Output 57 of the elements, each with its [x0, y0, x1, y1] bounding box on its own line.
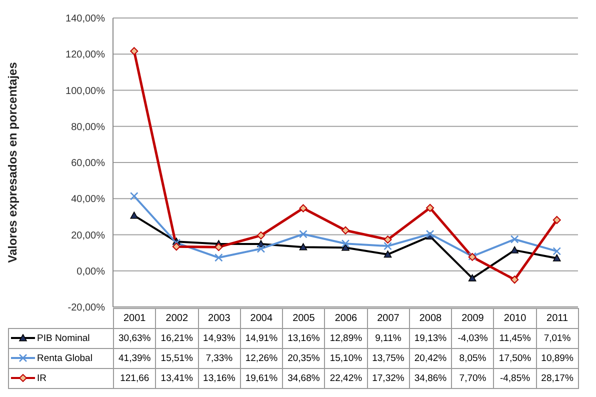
data-label: 17,50% [494, 348, 536, 368]
legend-label: Renta Global [37, 353, 92, 364]
data-label: 7,33% [198, 348, 240, 368]
x-tick-label: 2002 [156, 308, 198, 328]
data-label: 7,01% [536, 328, 578, 348]
y-tick-label: 120,00% [66, 50, 106, 61]
data-label: -4,03% [452, 328, 494, 348]
data-label: 12,26% [240, 348, 283, 368]
y-tick-label: 60,00% [71, 158, 106, 170]
data-label: 10,89% [536, 348, 578, 368]
x-tick-label: 2006 [324, 308, 368, 328]
data-label: 30,63% [114, 328, 156, 348]
data-label: 17,32% [367, 368, 410, 388]
data-label: 14,93% [198, 328, 240, 348]
data-label: 15,10% [324, 348, 368, 368]
x-tick-label: 2008 [409, 308, 452, 328]
data-label: 13,75% [367, 348, 410, 368]
y-tick-label: -20,00% [68, 302, 106, 314]
data-label: 34,86% [409, 368, 452, 388]
x-tick-label: 2003 [198, 308, 240, 328]
data-label: 20,42% [409, 348, 452, 368]
data-label: 19,61% [240, 368, 283, 388]
y-tick-label: 80,00% [71, 122, 106, 133]
data-label: 15,51% [156, 348, 198, 368]
y-tick-label: 40,00% [71, 194, 106, 206]
y-axis-title: Valores expresados en porcentajes [5, 62, 20, 263]
data-label: 41,39% [114, 348, 156, 368]
x-tick-label: 2004 [240, 308, 283, 328]
data-label: 19,13% [409, 328, 452, 348]
legend-label: PIB Nominal [37, 333, 90, 344]
data-label: 34,68% [282, 368, 325, 388]
legend-label: IR [37, 373, 46, 384]
y-tick-label: 20,00% [71, 230, 106, 242]
data-label: -4,85% [494, 368, 536, 388]
data-label: 14,91% [240, 328, 283, 348]
data-label: 13,16% [282, 328, 325, 348]
y-tick-label: 0,00% [76, 266, 106, 278]
data-label: 121,66 [114, 368, 156, 388]
x-tick-label: 2009 [452, 308, 494, 328]
data-label: 8,05% [452, 348, 494, 368]
data-label: 7,70% [452, 368, 494, 388]
data-label: 28,17% [536, 368, 578, 388]
y-tick-label: 140,00% [66, 14, 106, 25]
data-label: 16,21% [156, 328, 198, 348]
data-label: 22,42% [324, 368, 368, 388]
data-label: 13,41% [156, 368, 198, 388]
data-label: 20,35% [282, 348, 325, 368]
data-label: 13,16% [198, 368, 240, 388]
data-label: 11,45% [494, 328, 536, 348]
x-tick-label: 2010 [494, 308, 536, 328]
data-label: 12,89% [324, 328, 368, 348]
x-tick-label: 2011 [536, 308, 578, 328]
y-tick-label: 100,00% [66, 86, 106, 97]
x-tick-label: 2001 [114, 308, 156, 328]
x-tick-label: 2007 [367, 308, 410, 328]
x-tick-label: 2005 [282, 308, 325, 328]
data-label: 9,11% [367, 328, 410, 348]
